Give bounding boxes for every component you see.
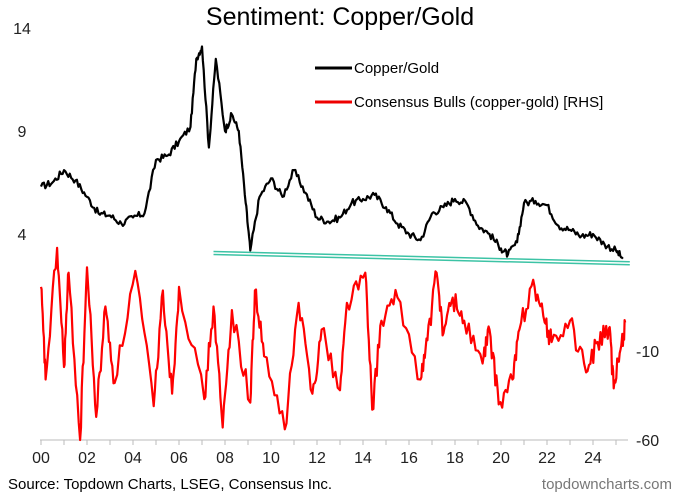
series-line-copper-gold (39, 45, 624, 260)
x-tick-label: 02 (78, 450, 96, 467)
right-axis: -10 -60 (636, 344, 659, 450)
x-tick-label: 10 (262, 450, 280, 467)
left-tick-label: 9 (18, 124, 27, 141)
left-axis: 14 9 4 (13, 21, 31, 244)
x-tick-label: 04 (124, 450, 142, 467)
x-tick-label: 12 (308, 450, 326, 467)
x-axis: 00 02 04 06 08 10 12 14 16 18 20 22 24 (32, 439, 628, 467)
plot-area (39, 45, 630, 442)
legend: Copper/Gold Consensus Bulls (copper-gold… (315, 60, 603, 111)
chart-title: Sentiment: Copper/Gold (206, 3, 474, 31)
legend-label-copper-gold: Copper/Gold (354, 60, 439, 77)
left-tick-label: 4 (18, 227, 27, 244)
series-line-consensus-bulls (39, 246, 627, 442)
x-tick-label: 20 (492, 450, 510, 467)
support-line (213, 253, 630, 266)
x-tick-label: 06 (170, 450, 188, 467)
legend-label-consensus-bulls: Consensus Bulls (copper-gold) [RHS] (354, 94, 603, 111)
x-tick-label: 14 (354, 450, 372, 467)
left-tick-label: 14 (13, 21, 31, 38)
x-tick-label: 22 (538, 450, 556, 467)
x-tick-label: 16 (400, 450, 418, 467)
x-tick-label: 08 (216, 450, 234, 467)
right-tick-label: -10 (636, 344, 659, 361)
x-tick-label: 00 (32, 450, 50, 467)
right-tick-label: -60 (636, 433, 659, 450)
x-tick-label: 18 (446, 450, 464, 467)
support-line (213, 250, 630, 263)
watermark: topdowncharts.com (542, 476, 672, 493)
source-note: Source: Topdown Charts, LSEG, Consensus … (8, 476, 332, 493)
x-tick-label: 24 (584, 450, 602, 467)
